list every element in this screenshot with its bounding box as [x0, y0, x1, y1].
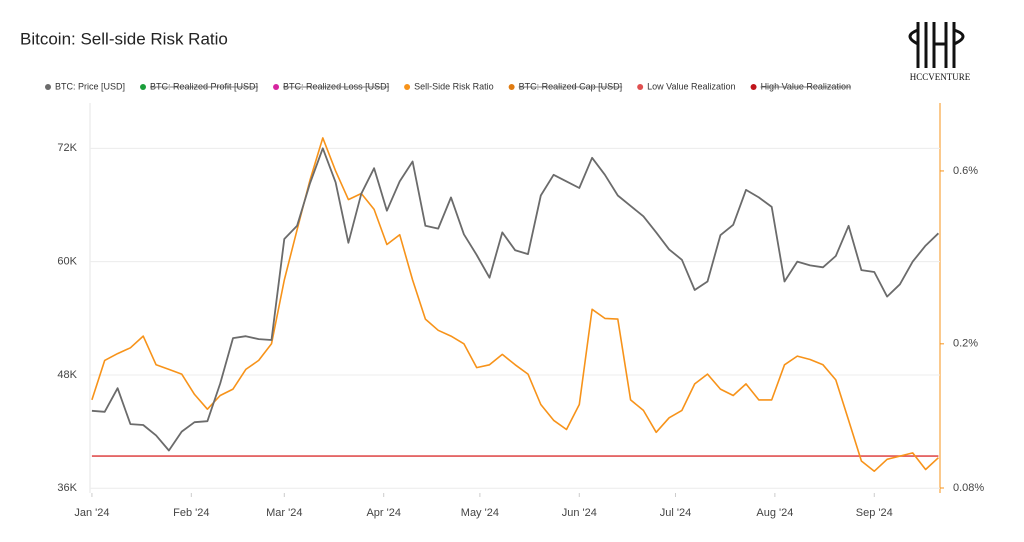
legend-swatch [273, 84, 280, 90]
legend-swatch [637, 84, 644, 90]
series-line [91, 137, 939, 472]
x-tick-label: Feb '24 [173, 507, 209, 519]
y2-tick-label: 0.6% [953, 165, 978, 177]
x-tick-label: May '24 [461, 507, 499, 519]
x-tick-label: Aug '24 [756, 507, 793, 519]
legend-swatch [508, 84, 515, 90]
y2-tick-label: 0.08% [953, 482, 984, 494]
y-tick-label: 60K [57, 256, 77, 268]
legend-label: BTC: Realized Cap [USD] [519, 81, 623, 91]
legend-label: BTC: Price [USD] [55, 81, 125, 91]
y-tick-label: 72K [57, 142, 77, 154]
logo-glyph [908, 22, 965, 68]
legend-label: High Value Realization [761, 81, 851, 91]
chart-title: Bitcoin: Sell-side Risk Ratio [20, 29, 228, 48]
legend-item: Sell-Side Risk Ratio [404, 81, 494, 91]
legend-swatch [140, 84, 147, 90]
series-line [91, 147, 940, 452]
x-tick-label: Jan '24 [74, 507, 109, 519]
y2-tick-label: 0.2% [953, 338, 978, 350]
x-tick-label: Jul '24 [660, 507, 691, 519]
x-tick-label: Sep '24 [856, 507, 893, 519]
y-tick-label: 36K [57, 482, 77, 494]
x-tick-label: Jun '24 [562, 507, 597, 519]
legend-item: Low Value Realization [637, 81, 736, 91]
legend-item: BTC: Realized Loss [USD] [273, 81, 390, 91]
watermark: HCCVENTURE [910, 72, 971, 82]
legend-label: Sell-Side Risk Ratio [414, 81, 494, 91]
legend-item: BTC: Realized Cap [USD] [508, 81, 623, 91]
legend-label: Low Value Realization [647, 81, 735, 91]
x-tick-label: Apr '24 [366, 507, 401, 519]
legend-label: BTC: Realized Profit [USD] [150, 81, 258, 91]
legend-swatch [750, 84, 757, 90]
legend-item: High Value Realization [750, 81, 851, 91]
y-tick-label: 48K [57, 369, 77, 381]
legend-swatch [404, 84, 411, 90]
legend-item: BTC: Price [USD] [45, 81, 125, 91]
legend-swatch [45, 84, 51, 90]
legend-label: BTC: Realized Loss [USD] [283, 81, 389, 91]
legend-item: BTC: Realized Profit [USD] [140, 81, 259, 91]
x-tick-label: Mar '24 [266, 507, 302, 519]
logo [908, 22, 965, 68]
